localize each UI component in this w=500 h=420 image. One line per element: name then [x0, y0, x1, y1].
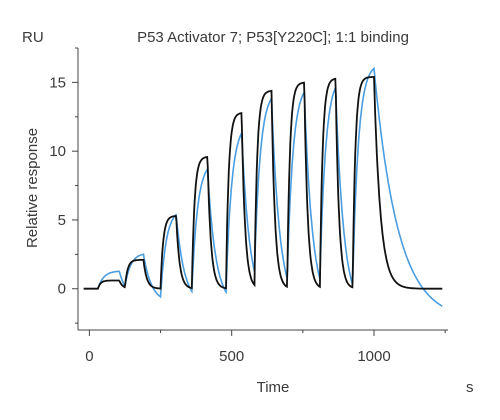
chart-title: P53 Activator 7; P53[Y220C]; 1:1 binding — [137, 29, 409, 46]
x-ticks: 0 500 1000 — [85, 330, 446, 365]
x-tick-label: 0 — [85, 348, 93, 365]
x-unit-label: s — [466, 379, 474, 396]
fit-curve — [83, 66, 443, 307]
y-tick-label: 15 — [49, 74, 66, 91]
y-tick-label: 0 — [58, 281, 66, 298]
y-axis-label: Relative response — [24, 128, 41, 248]
measured-curve — [83, 75, 443, 290]
y-unit-label: RU — [22, 29, 44, 46]
y-tick-label: 5 — [58, 212, 66, 229]
x-tick-label: 1000 — [357, 348, 390, 365]
plot-area — [83, 66, 443, 307]
x-tick-label: 500 — [219, 348, 244, 365]
x-axis-label: Time — [257, 379, 290, 396]
y-ticks: 0 5 10 15 — [49, 47, 78, 324]
y-tick-label: 10 — [49, 143, 66, 160]
